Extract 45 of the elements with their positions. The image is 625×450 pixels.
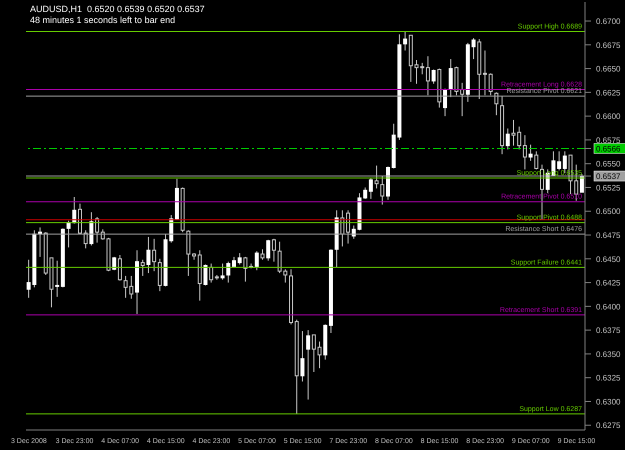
candlestick: [26, 259, 31, 298]
candlestick: [403, 30, 408, 52]
candlestick: [272, 238, 276, 262]
candlestick: [448, 58, 453, 98]
y-tick-label: 0.6500: [596, 207, 622, 216]
candlestick: [129, 275, 134, 300]
y-tick-label: 0.6700: [596, 17, 622, 26]
y-tick-label: 0.6600: [596, 112, 622, 122]
candlestick: [306, 330, 310, 400]
candlestick: [300, 330, 304, 382]
y-tick-label: 0.6450: [596, 254, 622, 264]
y-tick-label: 0.6650: [596, 64, 622, 74]
y-tick-label: 0.6537: [596, 172, 622, 182]
candlestick: [374, 165, 379, 189]
y-tick-label: 0.6575: [596, 136, 622, 145]
y-tick-label: 0.6275: [596, 421, 622, 430]
y-tick-label: 0.6675: [596, 40, 622, 50]
candlestick: [260, 248, 265, 260]
candlestick: [426, 56, 430, 96]
candlestick: [283, 268, 288, 284]
y-tick-label: 0.6525: [596, 183, 622, 192]
y-tick-label: 0.6550: [596, 160, 622, 169]
candlestick: [534, 150, 538, 170]
y-tick-label: 0.6350: [596, 350, 622, 359]
candlestick: [140, 259, 145, 276]
chart-title: AUDUSD,H1 0.6520 0.6539 0.6520 0.6537: [30, 4, 205, 15]
y-tick-label: 0.6425: [596, 278, 622, 288]
y-tick-label: 0.6566: [596, 144, 622, 154]
candlestick: [118, 254, 122, 282]
y-tick-label: 0.6325: [596, 374, 622, 383]
y-tick-label: 0.6475: [596, 231, 622, 240]
candlestick: [209, 263, 214, 284]
candlestick: [494, 92, 498, 116]
text: 48 minutes 1 seconds left to bar end: [30, 15, 176, 26]
candlestick: [380, 176, 384, 206]
y-tick-label: 0.6300: [596, 397, 622, 406]
candlestick: [66, 220, 71, 248]
y-tick-label: 0.6625: [596, 88, 622, 98]
candlestick: [124, 275, 128, 298]
candlestick: [522, 134, 527, 170]
candlestick: [278, 241, 282, 274]
candlestick: [158, 258, 162, 292]
y-tick-label: 0.6375: [596, 326, 622, 336]
y-tick-label: 0.6400: [596, 302, 622, 312]
candlestick: [152, 238, 156, 272]
